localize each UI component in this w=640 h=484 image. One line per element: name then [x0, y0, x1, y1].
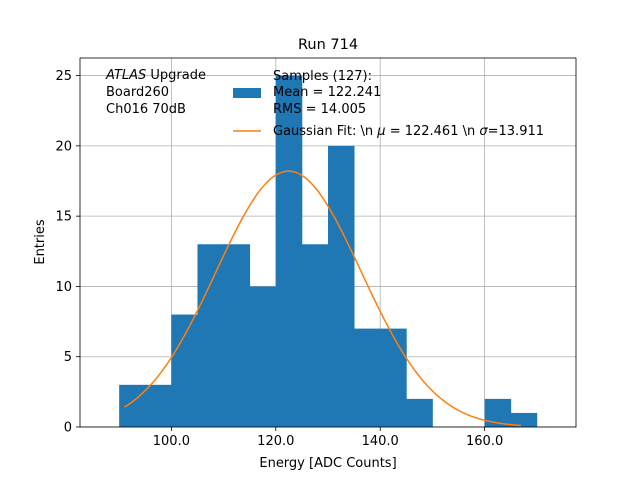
axes-frame	[79, 57, 577, 428]
legend-hist-label-1: Samples (127):	[273, 69, 372, 84]
histogram-bar	[275, 75, 303, 428]
histogram-bar	[223, 244, 251, 427]
legend-hist-patch	[233, 88, 261, 98]
histogram-bar	[145, 384, 172, 427]
legend-fit-sigma: σ	[479, 124, 488, 139]
gaussian-fit-curve	[123, 170, 522, 427]
x-ticks: 100.0 120.0 140.0 160.0	[153, 427, 503, 449]
histogram-bar	[171, 314, 198, 427]
legend-fit-sigma-value: =13.911	[488, 124, 544, 139]
x-tick-label: 140.0	[362, 434, 399, 449]
y-tick-label: 25	[55, 69, 72, 84]
histogram-bar	[301, 244, 329, 427]
legend-hist-label-3: RMS = 14.005	[273, 102, 366, 117]
y-tick-label: 5	[64, 350, 72, 365]
legend-fit-mu-value: = 122.461 \n	[386, 124, 480, 139]
legend: Samples (127): Mean = 122.241 RMS = 14.0…	[233, 69, 544, 139]
histogram-bar	[380, 328, 407, 427]
histogram-bar	[328, 145, 355, 427]
annotation-line-1: ATLAS Upgrade	[105, 68, 206, 83]
y-axis-label: Entries	[33, 219, 48, 265]
chart-title: Run 714	[298, 37, 358, 53]
histogram-bar	[119, 384, 146, 427]
histogram-bar	[197, 244, 224, 427]
histogram-bar	[249, 286, 277, 427]
annotation-atlas: ATLAS	[105, 68, 146, 83]
y-tick-label: 0	[64, 421, 72, 436]
histogram-bars	[119, 75, 538, 428]
atlas-annotation: ATLAS Upgrade Board260 Ch016 70dB	[105, 68, 206, 117]
y-ticks: 0 5 10 15 20 25	[55, 69, 80, 436]
histogram-bar	[406, 398, 433, 427]
histogram-bar	[354, 328, 381, 427]
y-tick-label: 10	[55, 280, 72, 295]
x-tick-label: 160.0	[466, 434, 503, 449]
legend-fit-mu: μ	[376, 124, 385, 139]
y-tick-label: 20	[55, 139, 72, 154]
annotation-line-2: Board260	[106, 85, 169, 100]
x-tick-label: 100.0	[153, 434, 190, 449]
legend-fit-label: Gaussian Fit: \n μ = 122.461 \n σ=13.911	[273, 124, 544, 139]
legend-hist-label-2: Mean = 122.241	[273, 85, 381, 100]
x-tick-label: 120.0	[257, 434, 294, 449]
annotation-line-3: Ch016 70dB	[106, 102, 186, 117]
legend-fit-prefix: Gaussian Fit: \n	[273, 124, 377, 139]
annotation-upgrade: Upgrade	[146, 68, 206, 83]
x-axis-label: Energy [ADC Counts]	[259, 456, 396, 471]
histogram-bar	[510, 412, 538, 427]
y-tick-label: 15	[55, 210, 72, 225]
